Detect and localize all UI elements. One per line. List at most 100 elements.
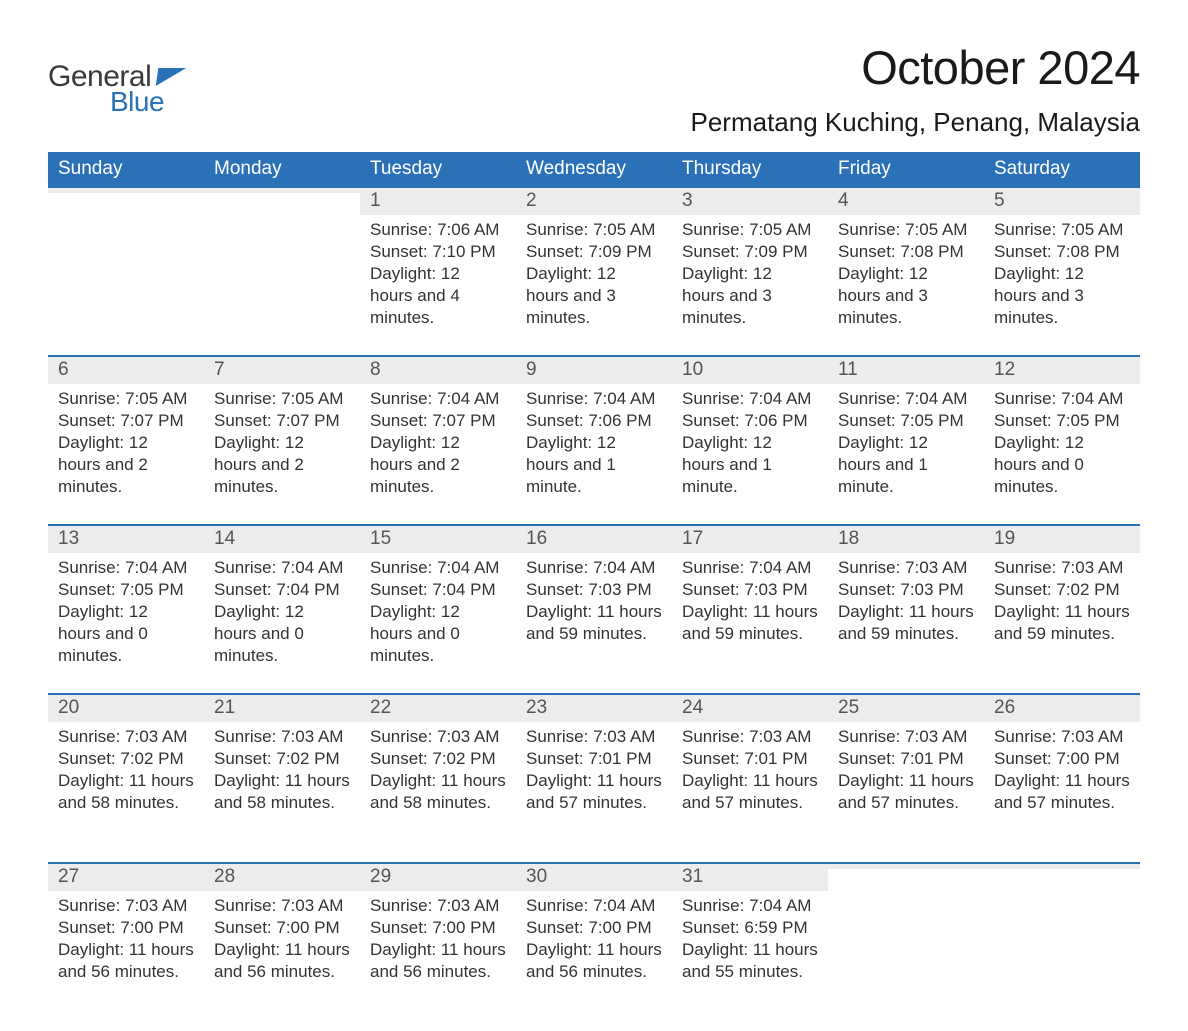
sunset-line: Sunset: 7:00 PM <box>214 917 350 939</box>
weekday-header: Monday <box>204 152 360 186</box>
day-number: 6 <box>48 355 204 384</box>
sunset-line: Sunset: 7:04 PM <box>370 579 506 601</box>
day-number: 21 <box>204 693 360 722</box>
day-details: Sunrise: 7:05 AMSunset: 7:07 PMDaylight:… <box>48 384 204 514</box>
daylight-line: Daylight: 11 hours and 56 minutes. <box>214 939 350 983</box>
day-details: Sunrise: 7:05 AMSunset: 7:08 PMDaylight:… <box>984 215 1140 345</box>
daylight-line: Daylight: 12 hours and 0 minutes. <box>214 601 350 667</box>
day-details: Sunrise: 7:05 AMSunset: 7:08 PMDaylight:… <box>828 215 984 345</box>
weekday-header: Sunday <box>48 152 204 186</box>
sunrise-line: Sunrise: 7:03 AM <box>58 895 194 917</box>
sunrise-line: Sunrise: 7:05 AM <box>526 219 662 241</box>
day-number: 25 <box>828 693 984 722</box>
daylight-line: Daylight: 12 hours and 4 minutes. <box>370 263 506 329</box>
location-subtitle: Permatang Kuching, Penang, Malaysia <box>691 107 1141 138</box>
calendar-table: SundayMondayTuesdayWednesdayThursdayFrid… <box>48 152 1140 1031</box>
day-number: 7 <box>204 355 360 384</box>
day-details: Sunrise: 7:05 AMSunset: 7:07 PMDaylight:… <box>204 384 360 514</box>
calendar-week-body: Sunrise: 7:04 AMSunset: 7:05 PMDaylight:… <box>48 553 1140 693</box>
daylight-line: Daylight: 11 hours and 58 minutes. <box>58 770 194 814</box>
sunset-line: Sunset: 7:01 PM <box>838 748 974 770</box>
daylight-line: Daylight: 11 hours and 57 minutes. <box>682 770 818 814</box>
daylight-line: Daylight: 12 hours and 3 minutes. <box>526 263 662 329</box>
sunrise-line: Sunrise: 7:03 AM <box>58 726 194 748</box>
day-number: 9 <box>516 355 672 384</box>
day-details: Sunrise: 7:03 AMSunset: 7:02 PMDaylight:… <box>360 722 516 830</box>
sunset-line: Sunset: 7:09 PM <box>526 241 662 263</box>
brand-logo: General Blue <box>48 60 185 118</box>
header: General Blue October 2024 Permatang Kuch… <box>48 40 1140 138</box>
sunrise-line: Sunrise: 7:05 AM <box>214 388 350 410</box>
day-number: 22 <box>360 693 516 722</box>
sunset-line: Sunset: 7:02 PM <box>994 579 1130 601</box>
day-details: Sunrise: 7:04 AMSunset: 7:05 PMDaylight:… <box>828 384 984 514</box>
sunrise-line: Sunrise: 7:03 AM <box>370 726 506 748</box>
sunset-line: Sunset: 7:02 PM <box>214 748 350 770</box>
day-details: Sunrise: 7:03 AMSunset: 7:00 PMDaylight:… <box>48 891 204 999</box>
daylight-line: Daylight: 11 hours and 58 minutes. <box>370 770 506 814</box>
sunrise-line: Sunrise: 7:04 AM <box>526 388 662 410</box>
daylight-line: Daylight: 12 hours and 0 minutes. <box>370 601 506 667</box>
daylight-line: Daylight: 11 hours and 57 minutes. <box>838 770 974 814</box>
calendar-week-body: Sunrise: 7:06 AMSunset: 7:10 PMDaylight:… <box>48 215 1140 355</box>
sunset-line: Sunset: 7:01 PM <box>526 748 662 770</box>
day-number: 19 <box>984 524 1140 553</box>
day-details: Sunrise: 7:03 AMSunset: 7:02 PMDaylight:… <box>984 553 1140 661</box>
weekday-header: Tuesday <box>360 152 516 186</box>
brand-word-2: Blue <box>110 86 164 118</box>
sunset-line: Sunset: 7:00 PM <box>370 917 506 939</box>
sunset-line: Sunset: 7:03 PM <box>838 579 974 601</box>
daylight-line: Daylight: 12 hours and 3 minutes. <box>994 263 1130 329</box>
day-details: Sunrise: 7:04 AMSunset: 7:06 PMDaylight:… <box>516 384 672 514</box>
daylight-line: Daylight: 11 hours and 56 minutes. <box>370 939 506 983</box>
daylight-line: Daylight: 11 hours and 59 minutes. <box>682 601 818 645</box>
calendar-week-header: 20212223242526 <box>48 693 1140 722</box>
day-details: Sunrise: 7:03 AMSunset: 7:00 PMDaylight:… <box>204 891 360 999</box>
day-number: 24 <box>672 693 828 722</box>
sunrise-line: Sunrise: 7:03 AM <box>838 726 974 748</box>
day-details: Sunrise: 7:05 AMSunset: 7:09 PMDaylight:… <box>516 215 672 345</box>
sunset-line: Sunset: 7:06 PM <box>682 410 818 432</box>
day-number: 12 <box>984 355 1140 384</box>
sunrise-line: Sunrise: 7:04 AM <box>526 895 662 917</box>
sunset-line: Sunset: 7:08 PM <box>994 241 1130 263</box>
sunrise-line: Sunrise: 7:04 AM <box>682 388 818 410</box>
day-number: 8 <box>360 355 516 384</box>
day-details: Sunrise: 7:03 AMSunset: 7:01 PMDaylight:… <box>828 722 984 830</box>
daylight-line: Daylight: 11 hours and 57 minutes. <box>994 770 1130 814</box>
sunset-line: Sunset: 7:10 PM <box>370 241 506 263</box>
empty-cell <box>48 215 204 235</box>
sunrise-line: Sunrise: 7:03 AM <box>994 557 1130 579</box>
sunset-line: Sunset: 7:05 PM <box>994 410 1130 432</box>
sunrise-line: Sunrise: 7:05 AM <box>838 219 974 241</box>
day-details: Sunrise: 7:03 AMSunset: 7:03 PMDaylight:… <box>828 553 984 661</box>
daylight-line: Daylight: 11 hours and 56 minutes. <box>526 939 662 983</box>
daylight-line: Daylight: 12 hours and 3 minutes. <box>838 263 974 329</box>
sunset-line: Sunset: 7:00 PM <box>58 917 194 939</box>
sunset-line: Sunset: 7:00 PM <box>994 748 1130 770</box>
sunset-line: Sunset: 7:01 PM <box>682 748 818 770</box>
sunrise-line: Sunrise: 7:04 AM <box>58 557 194 579</box>
sunrise-line: Sunrise: 7:04 AM <box>214 557 350 579</box>
day-number: 11 <box>828 355 984 384</box>
day-details: Sunrise: 7:04 AMSunset: 7:07 PMDaylight:… <box>360 384 516 514</box>
sunset-line: Sunset: 7:02 PM <box>58 748 194 770</box>
empty-day <box>204 186 360 193</box>
calendar-week-header: 6789101112 <box>48 355 1140 384</box>
calendar-week-header: 12345 <box>48 186 1140 215</box>
daylight-line: Daylight: 11 hours and 59 minutes. <box>994 601 1130 645</box>
daylight-line: Daylight: 11 hours and 56 minutes. <box>58 939 194 983</box>
day-number: 28 <box>204 862 360 891</box>
day-details: Sunrise: 7:04 AMSunset: 7:06 PMDaylight:… <box>672 384 828 514</box>
sunrise-line: Sunrise: 7:06 AM <box>370 219 506 241</box>
sunset-line: Sunset: 6:59 PM <box>682 917 818 939</box>
weekday-header: Saturday <box>984 152 1140 186</box>
sunrise-line: Sunrise: 7:05 AM <box>994 219 1130 241</box>
day-number: 5 <box>984 186 1140 215</box>
day-number: 16 <box>516 524 672 553</box>
daylight-line: Daylight: 12 hours and 0 minutes. <box>58 601 194 667</box>
sunset-line: Sunset: 7:08 PM <box>838 241 974 263</box>
day-number: 26 <box>984 693 1140 722</box>
sunrise-line: Sunrise: 7:03 AM <box>214 726 350 748</box>
sunrise-line: Sunrise: 7:05 AM <box>682 219 818 241</box>
